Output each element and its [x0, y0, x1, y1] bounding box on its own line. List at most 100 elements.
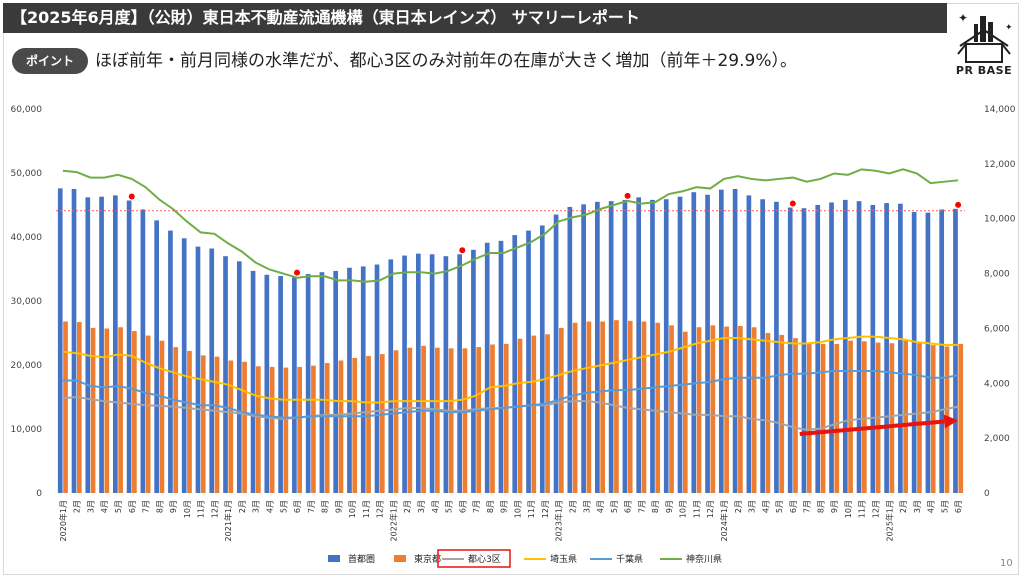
bar-東京都 [917, 343, 922, 493]
x-tick-label: 7月 [142, 500, 151, 513]
x-tick-label: 6月 [128, 500, 137, 513]
bar-首都圏 [374, 264, 380, 493]
x-tick-label: 6月 [458, 500, 467, 513]
legend-label-首都圏: 首都圏 [348, 553, 375, 565]
x-tick-label: 3月 [417, 500, 426, 513]
x-tick-label: 11月 [197, 500, 206, 518]
bar-首都圏 [471, 249, 476, 493]
bar-首都圏 [608, 201, 614, 493]
bar-首都圏 [718, 189, 724, 493]
bar-東京都 [132, 331, 137, 493]
line-埼玉県 [62, 335, 959, 404]
bar-首都圏 [347, 267, 352, 493]
x-tick-label: 4月 [596, 500, 605, 513]
bar-東京都 [655, 322, 661, 493]
right-tick-label: 8,000 [984, 270, 1010, 280]
bar-東京都 [696, 327, 702, 493]
bar-首都圏 [925, 212, 931, 493]
x-tick-label: 8月 [486, 500, 495, 513]
left-axis: 0 10,000 20,000 30,000 40,000 50,000 60,000 [11, 105, 43, 499]
bar-東京都 [421, 345, 426, 493]
left-tick-label: 30,000 [11, 297, 43, 307]
page-number: 10 [1000, 558, 1013, 569]
x-tick-label: 9月 [169, 500, 178, 513]
trend-arrow-shaft [799, 419, 945, 437]
bar-東京都 [407, 347, 413, 493]
bar-東京都 [503, 343, 509, 493]
bar-東京都 [338, 360, 344, 493]
bar-首都圏 [112, 195, 118, 493]
legend-highlight-box [437, 549, 511, 568]
x-tick-label: 5月 [775, 500, 784, 513]
bar-首都圏 [154, 220, 159, 494]
left-tick-label: 40,000 [11, 233, 43, 243]
bar-東京都 [63, 321, 68, 493]
bar-首都圏 [457, 254, 462, 493]
x-tick-label: 10月 [513, 500, 522, 518]
x-tick-label: 2022年1月 [388, 500, 398, 541]
right-tick-label: 12,000 [984, 160, 1016, 170]
page-title: 【2025年6月度】（公財）東日本不動産流通機構（東日本レインズ） サマリーレポ… [3, 3, 947, 33]
bar-東京都 [324, 363, 330, 493]
bar-首都圏 [305, 274, 311, 493]
bar-首都圏 [292, 276, 297, 493]
bar-首都圏 [567, 206, 573, 494]
bar-首都圏 [181, 238, 187, 493]
bar-東京都 [627, 320, 633, 493]
x-tick-label: 6月 [624, 500, 633, 513]
bar-東京都 [118, 327, 123, 493]
bar-東京都 [903, 340, 908, 493]
x-tick-label: 7月 [307, 500, 316, 513]
bar-首都圏 [209, 248, 215, 493]
highlight-marker [128, 193, 135, 200]
bar-東京都 [90, 327, 96, 493]
bar-東京都 [435, 347, 440, 493]
highlight-marker [789, 200, 796, 207]
x-tick-label: 8月 [816, 500, 825, 513]
x-tick-label: 6月 [954, 500, 963, 513]
bar-首都圏 [195, 246, 201, 493]
bar-東京都 [76, 322, 82, 493]
bar-首都圏 [319, 272, 325, 493]
x-tick-label: 6月 [789, 500, 798, 513]
bar-首都圏 [429, 254, 435, 493]
x-tick-label: 12月 [210, 500, 219, 518]
bar-東京都 [738, 325, 743, 493]
point-badge: ポイント [12, 48, 88, 74]
bar-首都圏 [911, 212, 917, 494]
legend-label-都心3区: 都心3区 [468, 554, 501, 565]
bar-東京都 [889, 343, 895, 493]
bar-東京都 [297, 366, 302, 493]
bar-首都圏 [236, 261, 242, 493]
bar-東京都 [187, 350, 192, 493]
bar-首都圏 [388, 259, 394, 493]
x-tick-label: 11月 [858, 500, 867, 518]
bar-東京都 [517, 338, 523, 493]
legend-label-東京都: 東京都 [414, 553, 441, 565]
bar-東京都 [862, 341, 867, 493]
x-tick-label: 2023年1月 [554, 500, 564, 541]
x-tick-label: 9月 [334, 500, 343, 513]
x-tick-label: 2020年1月 [58, 500, 68, 541]
bar-首都圏 [498, 240, 504, 493]
bar-首都圏 [360, 266, 366, 493]
bar-東京都 [751, 327, 757, 493]
bar-首都圏 [512, 235, 518, 493]
bar-東京都 [559, 327, 564, 493]
bar-首都圏 [636, 197, 642, 493]
x-tick-label: 4月 [927, 500, 936, 513]
bar-東京都 [820, 343, 826, 493]
x-tick-label: 10月 [844, 500, 853, 518]
legend-label-千葉県: 千葉県 [616, 553, 643, 565]
left-tick-label: 50,000 [11, 169, 43, 179]
bar-東京都 [476, 347, 482, 493]
bar-東京都 [600, 321, 605, 493]
right-tick-label: 0 [984, 489, 990, 499]
bar-首都圏 [953, 208, 958, 493]
x-tick-label: 2月 [568, 500, 577, 513]
bar-首都圏 [402, 255, 407, 493]
x-tick-label: 9月 [665, 500, 674, 513]
bar-東京都 [531, 335, 537, 493]
bar-東京都 [669, 325, 674, 493]
bar-首都圏 [581, 204, 586, 494]
